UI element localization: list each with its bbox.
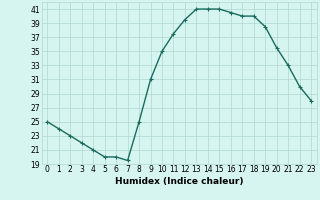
X-axis label: Humidex (Indice chaleur): Humidex (Indice chaleur) (115, 177, 244, 186)
